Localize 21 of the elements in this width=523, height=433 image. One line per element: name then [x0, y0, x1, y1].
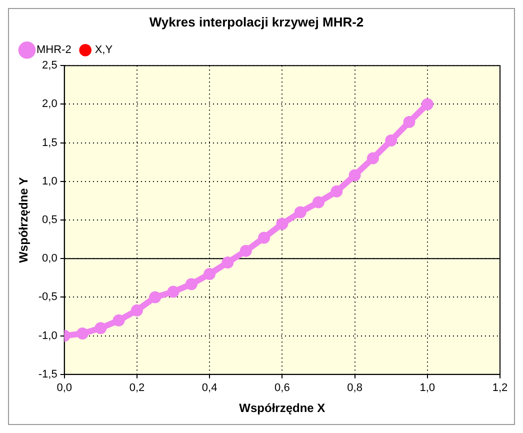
x-tick-label: 0,8 [347, 382, 362, 394]
x-tick-label: 1,0 [420, 382, 436, 394]
y-tick-label: 0,0 [42, 252, 58, 265]
y-tick-label: 2,0 [42, 98, 58, 110]
legend-label: X,Y [94, 44, 114, 56]
y-tick-label: -1,5 [38, 368, 58, 380]
y-tick-label: 2,5 [42, 60, 58, 72]
x-axis-title: Współrzędne X [239, 401, 326, 416]
y-tick-label: 0,5 [42, 214, 58, 226]
y-axis-title: Współrzędne Y [16, 177, 31, 263]
y-tick-label: -0,5 [38, 291, 58, 304]
x-tick-label: 0,2 [129, 382, 145, 394]
x-tick-label: 0,4 [202, 382, 218, 394]
x-tick-label: 1,2 [492, 382, 508, 394]
y-tick-label: -1,0 [38, 330, 58, 342]
y-tick-label: 1,0 [42, 175, 58, 188]
x-tick-label: 0,6 [274, 382, 290, 394]
legend-label: MHR-2 [36, 44, 72, 56]
x-tick-label: 0,0 [56, 382, 72, 394]
y-tick-label: 1,5 [42, 136, 58, 149]
chart-title: Wykres interpolacji krzywej MHR-2 [149, 14, 364, 30]
